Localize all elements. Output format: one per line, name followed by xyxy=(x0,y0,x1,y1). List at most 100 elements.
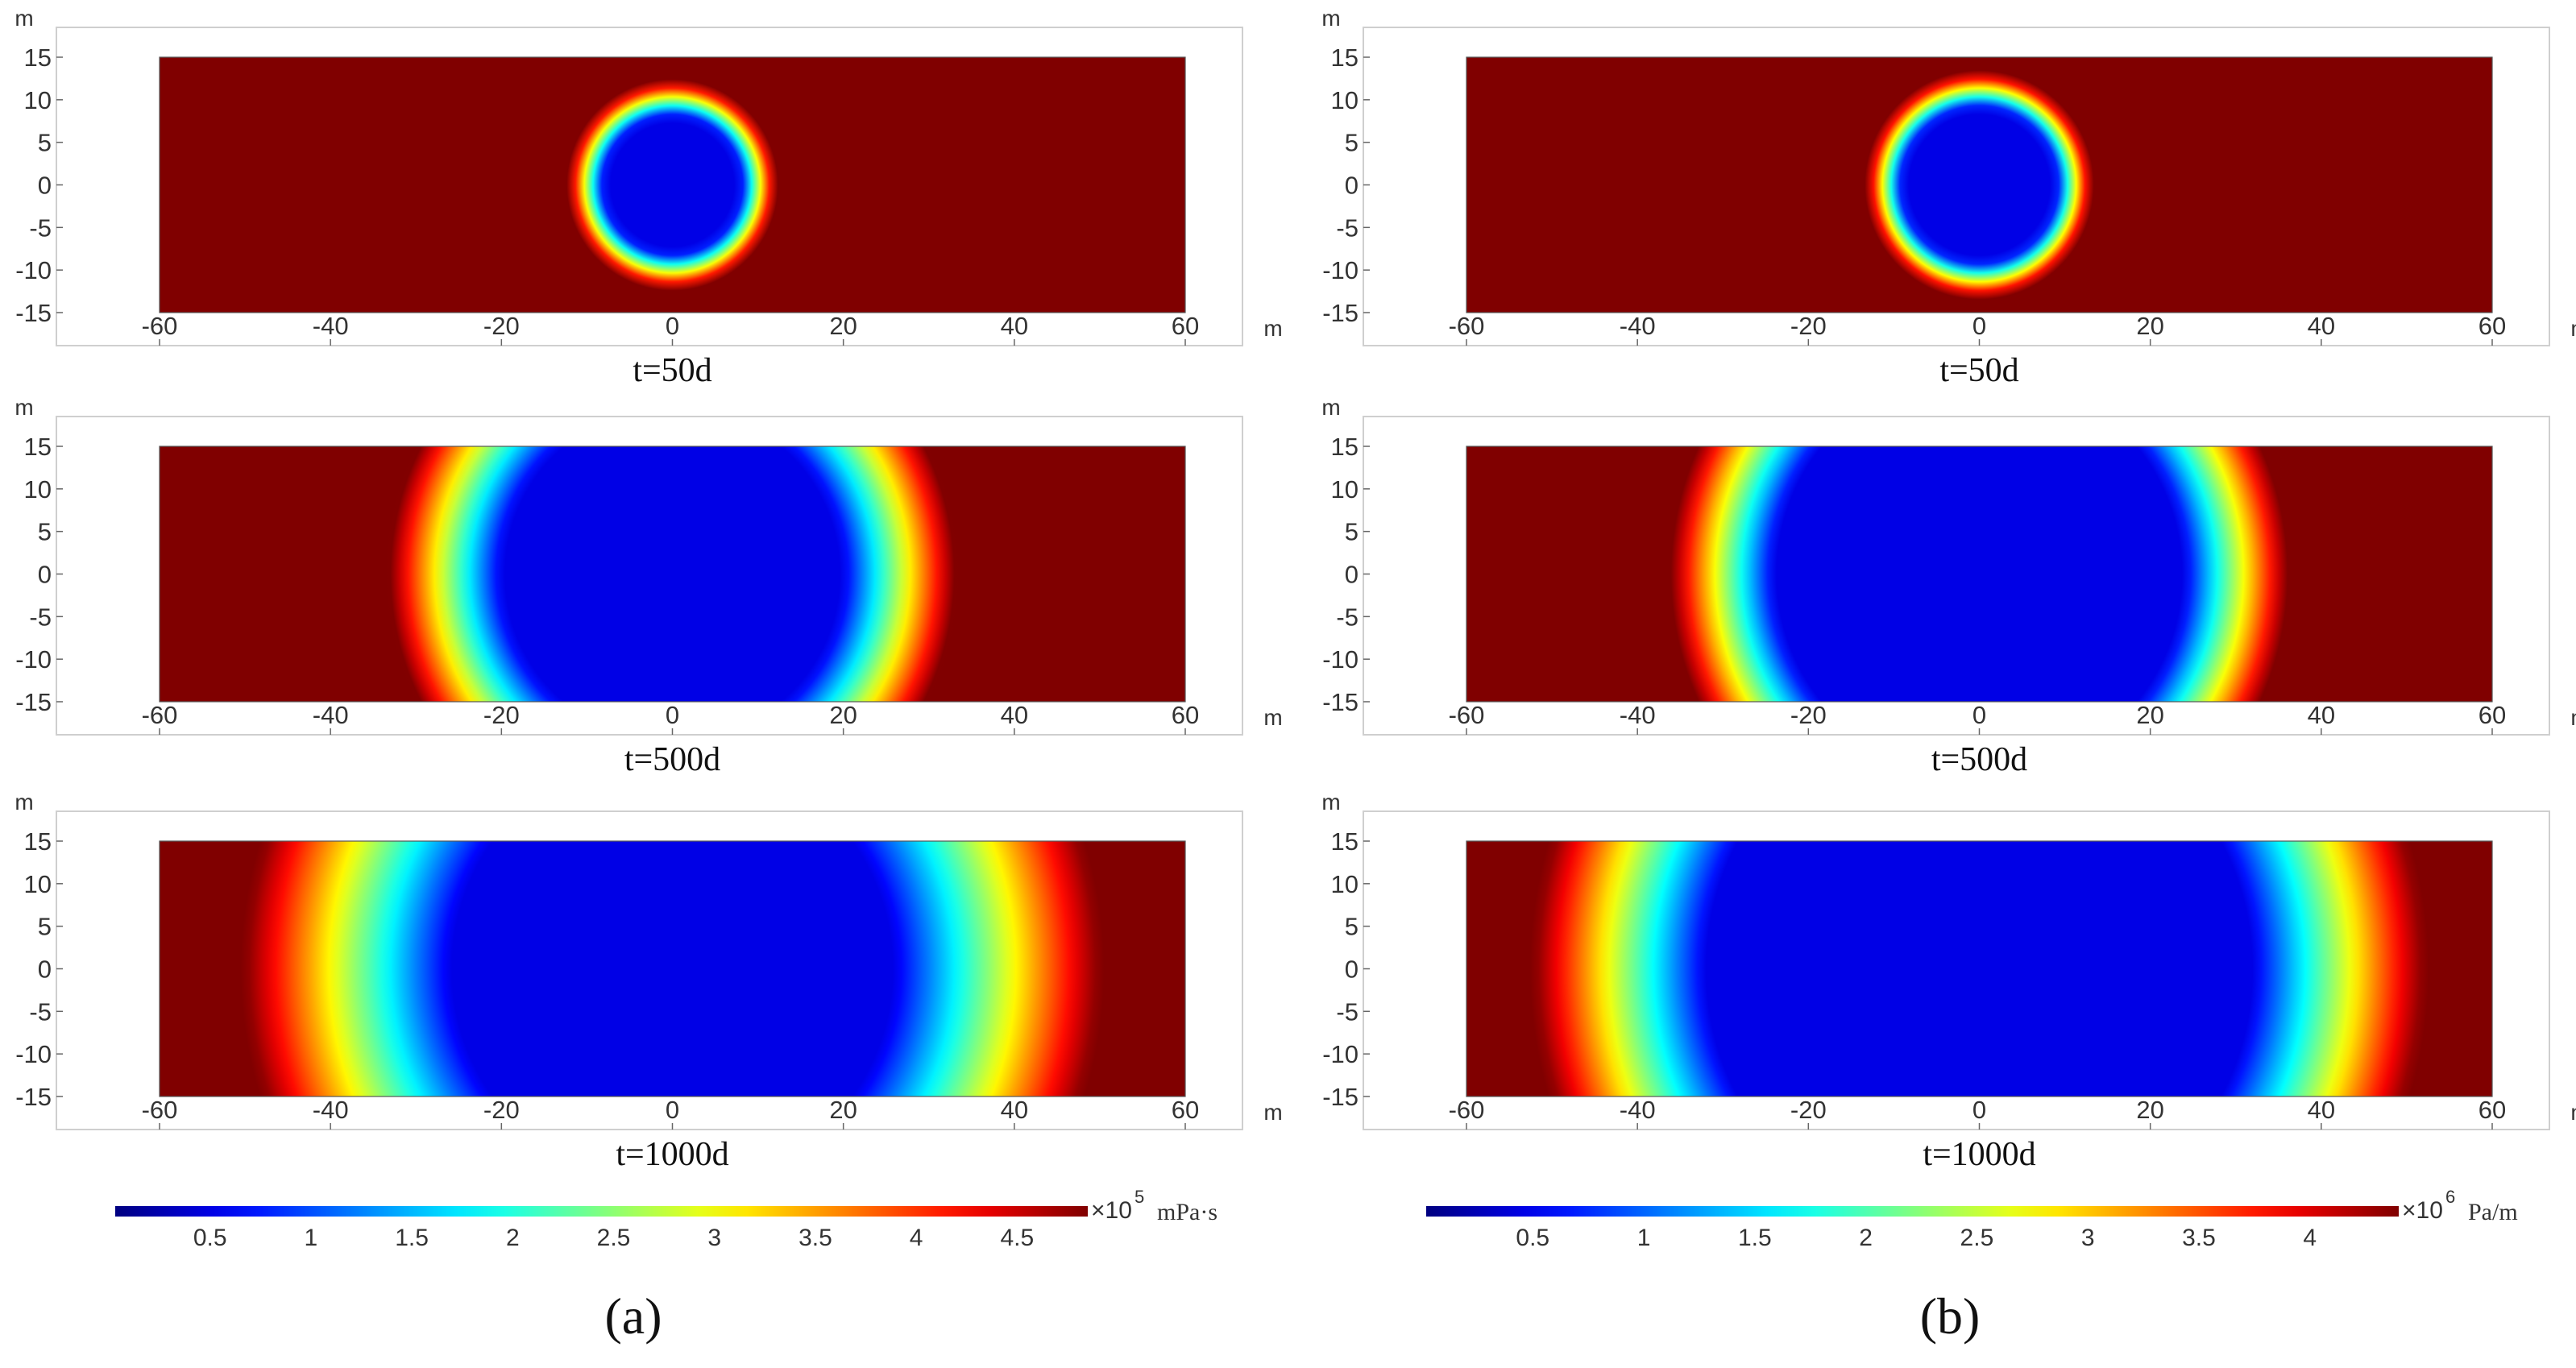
x-tick-label: 60 xyxy=(2479,312,2506,340)
y-tick-label: -15 xyxy=(1322,1083,1359,1111)
colorbar-multiplier: ×10 xyxy=(1091,1197,1132,1224)
colorbar-unit: Pa/m xyxy=(2468,1199,2518,1225)
y-tick-label: -5 xyxy=(1336,213,1359,242)
x-tick-label: -40 xyxy=(313,701,349,729)
plot-frame xyxy=(159,446,1186,703)
y-tick-label: -5 xyxy=(1336,997,1359,1026)
x-tick-label: 20 xyxy=(2136,312,2163,340)
x-tick-label: -40 xyxy=(1620,701,1656,729)
colorbar-tick-label: 4 xyxy=(2303,1225,2317,1251)
y-tick-label: -15 xyxy=(15,688,52,716)
panel-b-2: -60 -40 -20 0 20 40 60 m 15 10 5 0 -5 -10 -15 m t=500d xyxy=(1321,395,2576,778)
panel-title: t=1000d xyxy=(1923,1136,2035,1173)
panel-b-1: -60 -40 -20 0 20 40 60 m 15 10 5 0 -5 -10 -15 m t=50d xyxy=(1321,6,2576,389)
y-tick-label: 5 xyxy=(38,518,52,546)
y-tick-label: -15 xyxy=(1322,299,1359,327)
x-unit: m xyxy=(2570,316,2576,341)
colorbar-strip xyxy=(115,1206,1088,1217)
x-ticks: -60 -40 -20 0 20 40 60 xyxy=(142,1096,1199,1130)
y-unit: m xyxy=(1321,790,1340,815)
x-ticks: -60 -40 -20 0 20 40 60 xyxy=(142,701,1199,735)
y-tick-label: -10 xyxy=(15,1040,52,1068)
y-tick-label: 0 xyxy=(38,172,52,200)
y-tick-label: -5 xyxy=(1336,603,1359,631)
y-tick-label: 15 xyxy=(1331,827,1359,856)
x-tick-label: 0 xyxy=(666,701,679,729)
heatmap-field xyxy=(160,446,1185,702)
subfigure-label-a: (a) xyxy=(604,1287,662,1345)
y-tick-label: 0 xyxy=(38,561,52,589)
plot-frame xyxy=(159,56,1186,313)
y-tick-label: 10 xyxy=(24,475,52,504)
x-tick-label: -60 xyxy=(1449,312,1485,340)
panel-title: t=50d xyxy=(633,352,711,389)
subfigure-label-b: (b) xyxy=(1920,1287,1981,1345)
x-tick-label: -60 xyxy=(142,312,178,340)
y-tick-label: 15 xyxy=(24,433,52,461)
x-unit: m xyxy=(1263,1100,1282,1125)
colorbar-multiplier: ×10 xyxy=(2402,1197,2443,1224)
colorbar-tick-label: 3.5 xyxy=(799,1225,832,1251)
panels: -60 -40 -20 0 20 40 60 m 15 10 5 0 -5 -10 -15 m t=50d -60… xyxy=(15,6,2576,1173)
plot-frame xyxy=(1466,56,2493,313)
y-tick-label: 5 xyxy=(38,129,52,157)
x-tick-label: 0 xyxy=(1972,1096,1986,1124)
x-tick-label: 0 xyxy=(666,312,679,340)
x-unit: m xyxy=(2570,705,2576,730)
y-unit: m xyxy=(15,6,33,31)
y-ticks: 15 10 5 0 -5 -10 -15 xyxy=(1322,433,1370,716)
x-tick-label: 0 xyxy=(1972,701,1986,729)
y-unit: m xyxy=(1321,6,1340,31)
y-tick-label: 10 xyxy=(1331,870,1359,898)
plot-frame xyxy=(159,840,1186,1097)
y-tick-label: 10 xyxy=(24,86,52,114)
panel-title: t=500d xyxy=(1931,741,2027,778)
x-ticks: -60 -40 -20 0 20 40 60 xyxy=(1449,312,2506,346)
colorbar-strip xyxy=(1426,1206,2399,1217)
colorbar-tick-label: 1 xyxy=(305,1225,318,1251)
colorbar-b: 0.5 1 1.5 2 2.5 3 3.5 4 ×106 Pa/m xyxy=(1426,1187,2518,1251)
x-tick-label: 40 xyxy=(2308,701,2335,729)
y-tick-label: 5 xyxy=(1345,518,1359,546)
x-ticks: -60 -40 -20 0 20 40 60 xyxy=(1449,1096,2506,1130)
x-tick-label: 20 xyxy=(829,701,857,729)
panel-title: t=500d xyxy=(624,741,720,778)
colorbar-exponent: 5 xyxy=(1135,1187,1144,1207)
panel-b-3: -60 -40 -20 0 20 40 60 m 15 10 5 0 -5 -10 -15 m t=1000d xyxy=(1321,790,2576,1173)
colorbar-tick-label: 1.5 xyxy=(395,1225,429,1251)
y-tick-label: -15 xyxy=(15,299,52,327)
x-tick-label: -20 xyxy=(1790,701,1827,729)
y-tick-label: 0 xyxy=(1345,956,1359,984)
y-unit: m xyxy=(15,395,33,420)
heatmap-field xyxy=(160,841,1185,1096)
x-tick-label: 20 xyxy=(829,312,857,340)
y-tick-label: 10 xyxy=(1331,475,1359,504)
x-tick-label: 0 xyxy=(1972,312,1986,340)
y-tick-label: -10 xyxy=(1322,1040,1359,1068)
y-unit: m xyxy=(15,790,33,815)
x-tick-label: 60 xyxy=(1172,312,1199,340)
y-tick-label: 10 xyxy=(1331,86,1359,114)
x-tick-label: -40 xyxy=(313,1096,349,1124)
heatmap-field xyxy=(1466,57,2492,313)
x-tick-label: 20 xyxy=(2136,1096,2163,1124)
y-tick-label: 10 xyxy=(24,870,52,898)
heatmap-field xyxy=(160,57,1185,313)
heatmap-field xyxy=(1466,841,2492,1096)
x-tick-label: 40 xyxy=(2308,1096,2335,1124)
x-tick-label: -20 xyxy=(483,1096,520,1124)
colorbar-tick-label: 3.5 xyxy=(2182,1225,2216,1251)
x-tick-label: -20 xyxy=(483,312,520,340)
y-tick-label: 15 xyxy=(24,44,52,72)
y-tick-label: 5 xyxy=(38,913,52,941)
x-tick-label: 20 xyxy=(829,1096,857,1124)
y-ticks: 15 10 5 0 -5 -10 -15 xyxy=(15,44,63,327)
y-tick-label: 0 xyxy=(1345,172,1359,200)
x-tick-label: 40 xyxy=(1001,701,1028,729)
colorbar-tick-label: 2 xyxy=(506,1225,520,1251)
heatmap-field xyxy=(1466,446,2492,702)
colorbar-unit: mPa·s xyxy=(1157,1199,1217,1225)
panel-a-2: -60 -40 -20 0 20 40 60 m 15 10 5 0 -5 -10 -15 m t=500d xyxy=(15,395,1282,778)
